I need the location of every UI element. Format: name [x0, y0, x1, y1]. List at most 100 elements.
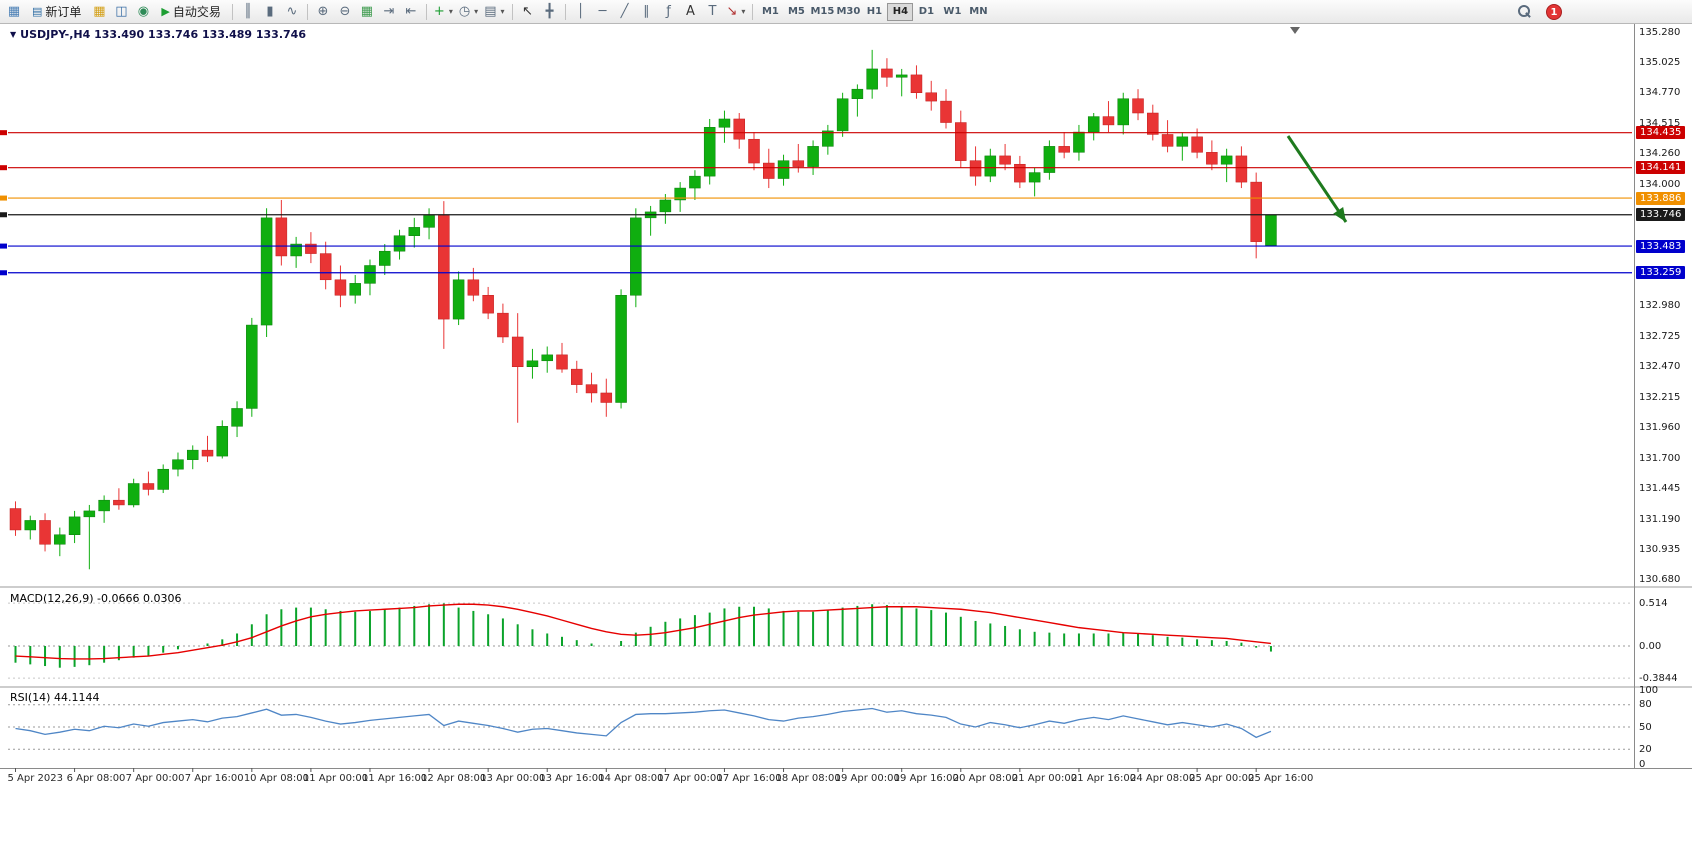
text-button[interactable]: A	[680, 2, 702, 22]
candle-body	[748, 138, 760, 164]
candle-body	[526, 360, 539, 368]
candle-body	[1191, 136, 1203, 153]
line-edge-marker	[0, 195, 7, 201]
time-axis-label: 5 Apr 2023	[7, 773, 63, 784]
bar-chart-icon: ║	[243, 4, 252, 19]
candle-body	[216, 426, 229, 457]
cursor-icon: ↖	[522, 4, 533, 19]
candlestick-chart-type-button[interactable]: ▮	[259, 2, 281, 22]
macd-signal-line	[15, 603, 1272, 660]
candle-body	[999, 155, 1011, 165]
auto-scroll-button[interactable]: ⇥	[378, 2, 400, 22]
candle-body	[866, 68, 878, 90]
timeframe-button-h4[interactable]: H4	[887, 2, 914, 21]
time-axis-label: 12 Apr 08:00	[421, 773, 487, 784]
timeframe-button-m1[interactable]: M1	[757, 3, 783, 21]
candle-body	[1132, 98, 1144, 114]
templates-icon: ▤	[484, 4, 497, 19]
collapse-triangle-icon[interactable]: ▼	[10, 30, 17, 39]
axis-label: 100	[1639, 684, 1659, 696]
channel-button[interactable]: ∥	[636, 2, 658, 22]
time-axis-label: 18 Apr 08:00	[775, 773, 841, 784]
axis-label: 134.000	[1639, 178, 1681, 190]
horizontal-line-button[interactable]: ─	[592, 2, 614, 22]
panel-separator[interactable]	[0, 586, 1692, 588]
chart-window-icon: ▦	[7, 4, 21, 19]
candle-body	[482, 295, 494, 314]
text-label-button[interactable]: T	[702, 2, 724, 22]
auto-trading-button[interactable]: ▶ 自动交易	[154, 2, 227, 22]
timeframe-button-mn[interactable]: MN	[965, 3, 991, 21]
new-order-button[interactable]: ▤ 新订单	[25, 2, 88, 22]
candle-body	[305, 243, 317, 254]
candle-body	[334, 279, 347, 296]
trendline-button[interactable]: ╱	[614, 2, 636, 22]
candle-body	[172, 459, 184, 470]
templates-button-dropdown-arrow[interactable]: ▾	[500, 7, 505, 16]
indicators-button[interactable]: + ▾	[431, 2, 456, 22]
candle-body	[807, 146, 819, 167]
periods-button[interactable]: ◷ ▾	[456, 2, 481, 22]
time-axis-label: 11 Apr 00:00	[302, 773, 369, 784]
panel-separator[interactable]	[0, 686, 1692, 688]
templates-button[interactable]: ▤ ▾	[481, 2, 507, 22]
candle-body	[585, 384, 598, 394]
candle-body	[615, 295, 627, 403]
time-axis-label: 6 Apr 08:00	[66, 773, 126, 784]
line-edge-marker	[0, 130, 7, 136]
data-window-button[interactable]: ◫	[110, 2, 132, 22]
candle-body	[201, 449, 214, 457]
axis-label: 50	[1639, 721, 1652, 733]
navigator-button[interactable]: ◉	[132, 2, 154, 22]
trend-arrow-annotation[interactable]	[1286, 135, 1348, 223]
timeframe-button-m5[interactable]: M5	[783, 3, 809, 21]
timeframe-button-m15[interactable]: M15	[809, 3, 835, 21]
zoom-out-button[interactable]: ⊖	[334, 2, 356, 22]
candle-body	[1102, 116, 1115, 126]
timeframe-button-w1[interactable]: W1	[939, 3, 965, 21]
candle-body	[836, 98, 849, 132]
arrows-button[interactable]: ↘ ▾	[724, 2, 749, 22]
zoom-in-button[interactable]: ⊕	[312, 2, 334, 22]
arrows-button-dropdown-arrow[interactable]: ▾	[741, 7, 746, 16]
chart-shift-button[interactable]: ⇤	[400, 2, 422, 22]
auto-scroll-icon: ⇥	[383, 4, 395, 19]
macd-name: MACD(12,26,9)	[10, 592, 94, 605]
time-axis-label: 19 Apr 00:00	[834, 773, 900, 784]
time-axis-label: 20 Apr 08:00	[952, 773, 1018, 784]
axis-label: 0.00	[1639, 640, 1662, 652]
fibonacci-button[interactable]: ƒ	[658, 2, 680, 22]
new-order-icon: ▤	[32, 5, 43, 18]
candle-body	[349, 283, 361, 296]
candle-body	[275, 217, 288, 257]
tile-windows-button[interactable]: ▦	[356, 2, 378, 22]
crosshair-button[interactable]: ╋	[539, 2, 561, 22]
search-icon[interactable]	[1518, 5, 1532, 19]
toolbar-left-group: ▦ ▤ 新订单 ▦ ◫ ◉ ▶ 自动交易 ║ ▮ ∿ ⊕ ⊖ ▦ ⇥ ⇤ + ▾ ◷ ▾ ▤ ▾ ↖ ╋ │ ─ ╱ ∥ ƒ A T ↘ ▾ M1…	[3, 0, 991, 23]
vertical-line-button[interactable]: │	[570, 2, 592, 22]
chart-canvas[interactable]	[0, 24, 1692, 851]
macd-value-signal: 0.0306	[143, 592, 182, 605]
candle-body	[1117, 98, 1129, 126]
notification-badge[interactable]: 1	[1546, 4, 1562, 20]
crosshair-icon: ╋	[545, 4, 554, 19]
chart-window: ▼ USDJPY-,H4 133.490 133.746 133.489 133…	[0, 24, 1692, 851]
candle-body	[423, 215, 435, 228]
line-chart-type-button[interactable]: ∿	[281, 2, 303, 22]
periods-button-dropdown-arrow[interactable]: ▾	[474, 7, 479, 16]
market-watch-button[interactable]: ▦	[88, 2, 110, 22]
timeframe-button-m30[interactable]: M30	[835, 3, 861, 21]
candle-body	[98, 499, 110, 512]
bar-chart-type-button[interactable]: ║	[237, 2, 259, 22]
zoom-out-icon: ⊖	[339, 4, 351, 19]
text-label-icon: T	[708, 4, 717, 19]
candle-body	[54, 534, 66, 545]
candle-body	[24, 520, 37, 531]
indicators-icon: +	[433, 4, 445, 19]
timeframe-button-d1[interactable]: D1	[913, 3, 939, 21]
cursor-button[interactable]: ↖	[517, 2, 539, 22]
indicators-button-dropdown-arrow[interactable]: ▾	[448, 7, 453, 16]
timeframe-button-h1[interactable]: H1	[861, 3, 887, 21]
chart-shift-marker-icon[interactable]	[1290, 27, 1300, 34]
candle-body	[792, 160, 805, 167]
